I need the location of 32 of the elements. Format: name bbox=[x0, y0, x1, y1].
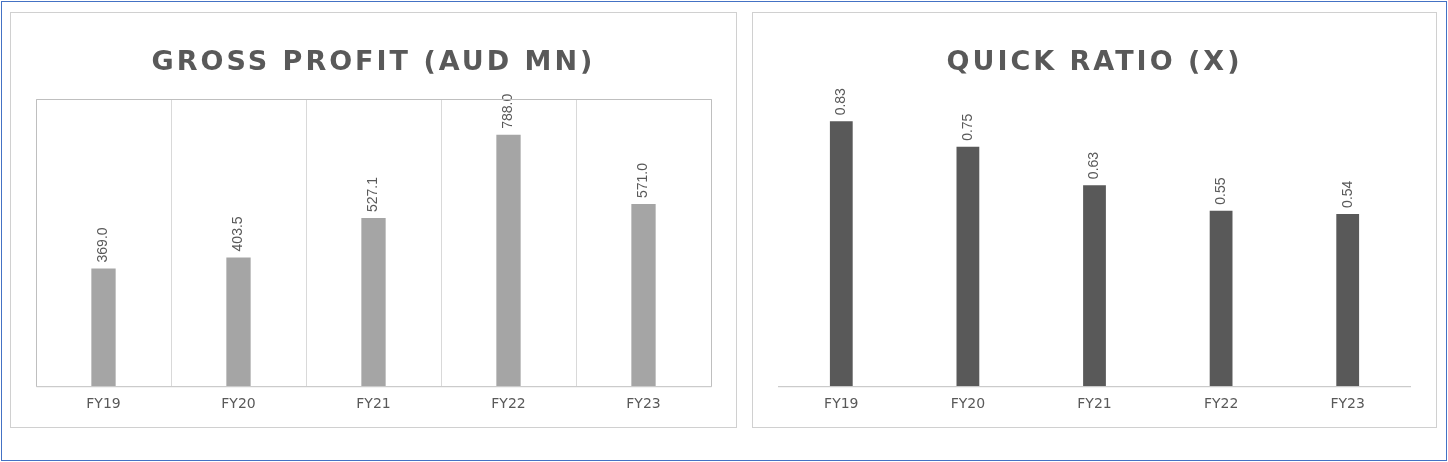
data-label: 0.55 bbox=[1211, 177, 1228, 205]
bar bbox=[631, 203, 656, 387]
x-tick-label: FY21 bbox=[356, 395, 391, 412]
x-tick-label: FY23 bbox=[1330, 395, 1365, 412]
chart-title: QUICK RATIO (X) bbox=[945, 45, 1244, 76]
bar bbox=[1209, 210, 1233, 387]
x-tick-label: FY19 bbox=[86, 395, 121, 412]
x-tick-label: FY22 bbox=[1203, 395, 1239, 412]
x-tick-label: FY22 bbox=[491, 395, 526, 412]
data-label: 0.83 bbox=[832, 87, 849, 116]
bar bbox=[829, 121, 853, 387]
bar bbox=[1083, 185, 1106, 387]
x-tick-label: FY23 bbox=[626, 395, 661, 412]
x-tick-label: FY19 bbox=[824, 395, 859, 412]
data-label: 0.63 bbox=[1085, 151, 1102, 180]
data-label: 0.54 bbox=[1338, 180, 1355, 208]
x-tick-label: FY21 bbox=[1077, 395, 1112, 412]
data-label: 788.0 bbox=[499, 93, 516, 129]
bar bbox=[496, 134, 521, 387]
data-label: 369.0 bbox=[94, 227, 111, 263]
data-label: 571.0 bbox=[634, 162, 651, 198]
bar bbox=[956, 146, 980, 387]
data-label: 527.1 bbox=[364, 176, 381, 212]
bar bbox=[361, 218, 386, 387]
data-label: 0.75 bbox=[958, 113, 975, 141]
x-tick-label: FY20 bbox=[950, 395, 986, 412]
bar bbox=[1336, 213, 1360, 387]
bar bbox=[91, 268, 116, 387]
bar bbox=[226, 257, 251, 387]
data-label: 403.5 bbox=[229, 216, 246, 252]
chart-title: GROSS PROFIT (AUD MN) bbox=[150, 45, 597, 76]
x-tick-label: FY20 bbox=[221, 395, 256, 412]
